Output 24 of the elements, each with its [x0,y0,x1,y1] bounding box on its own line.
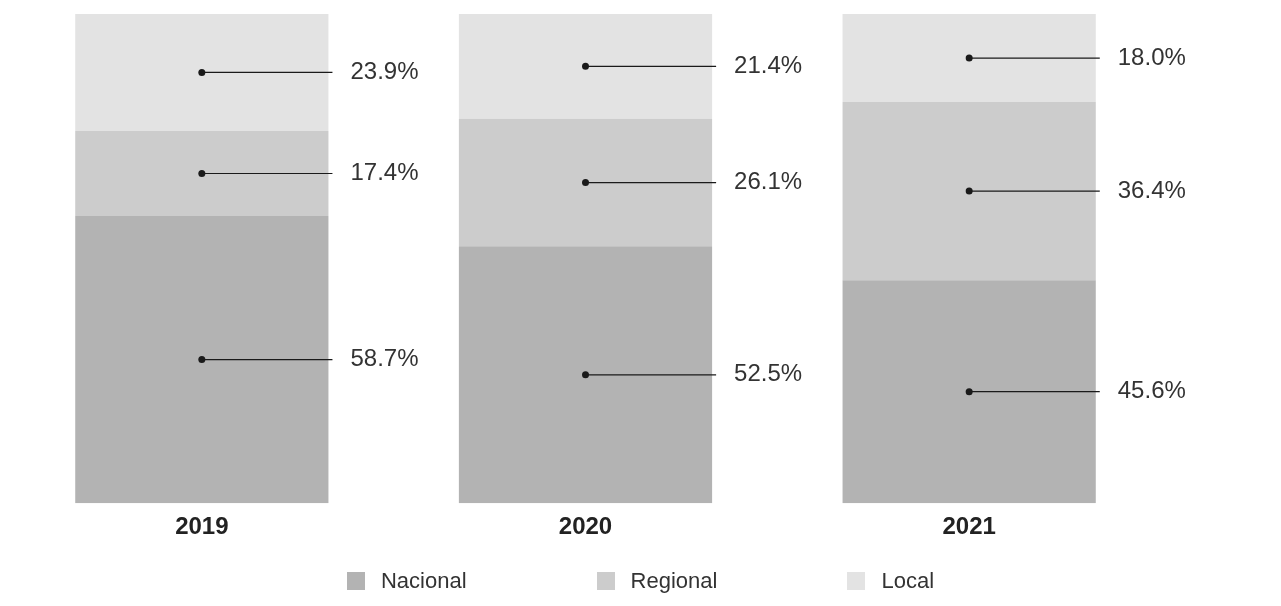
x-tick-label: 2020 [558,512,613,540]
data-label: 45.6% [1117,376,1186,404]
x-tick-label: 2019 [175,512,229,540]
data-label: 58.7% [350,344,419,372]
bar [842,14,1096,103]
bar [842,102,1096,281]
bar [75,130,329,217]
bar [458,14,713,119]
bar [75,216,329,504]
data-label: 52.5% [734,359,803,387]
legend-label: Nacional [380,568,467,594]
x-tick-label: 2021 [942,512,996,540]
legend-label: Regional [630,568,718,594]
bar [458,246,713,504]
data-label: 23.9% [350,57,419,85]
bar [75,14,329,131]
data-label: 36.4% [1117,175,1186,203]
data-label: 17.4% [350,158,419,186]
bar [458,118,713,247]
data-label: 21.4% [734,50,803,78]
bar [842,280,1096,504]
data-label: 18.0% [1117,42,1186,70]
legend-label: Local [881,568,935,594]
data-label: 26.1% [734,167,803,195]
